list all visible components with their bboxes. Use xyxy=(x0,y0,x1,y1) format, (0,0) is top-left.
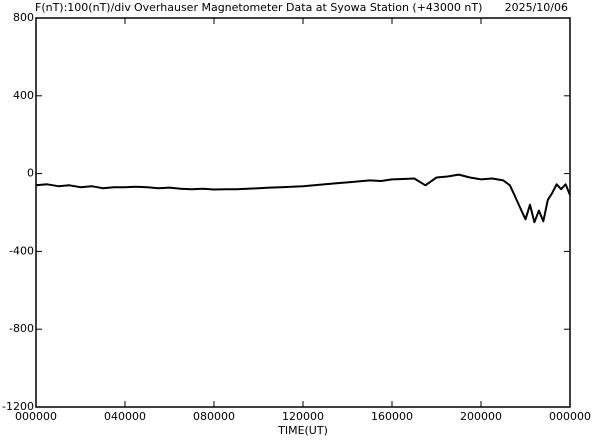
plot-frame xyxy=(35,17,571,408)
y-tick-label: 0 xyxy=(27,167,34,180)
y-tick-label: -800 xyxy=(9,322,34,335)
header-left: F(nT):100(nT)/div xyxy=(35,1,131,14)
x-tick-label: 000000 xyxy=(549,410,591,423)
chart-title: Overhauser Magnetometer Data at Syowa St… xyxy=(134,1,482,14)
date: 2025/10/06 xyxy=(505,1,568,14)
x-tick-label: 080000 xyxy=(193,410,235,423)
y-tick-label: -1200 xyxy=(2,400,34,413)
x-tick-label: 000000 xyxy=(15,410,57,423)
x-tick-label: 120000 xyxy=(282,410,324,423)
data-line xyxy=(35,173,571,224)
y-tick-label: 800 xyxy=(13,11,34,24)
x-tick-label: 200000 xyxy=(460,410,502,423)
x-tick-label: 040000 xyxy=(104,410,146,423)
y-tick-label: -400 xyxy=(9,244,34,257)
x-tick-label: 160000 xyxy=(371,410,413,423)
y-tick-label: 400 xyxy=(13,89,34,102)
x-axis-label: TIME(UT) xyxy=(277,424,328,437)
